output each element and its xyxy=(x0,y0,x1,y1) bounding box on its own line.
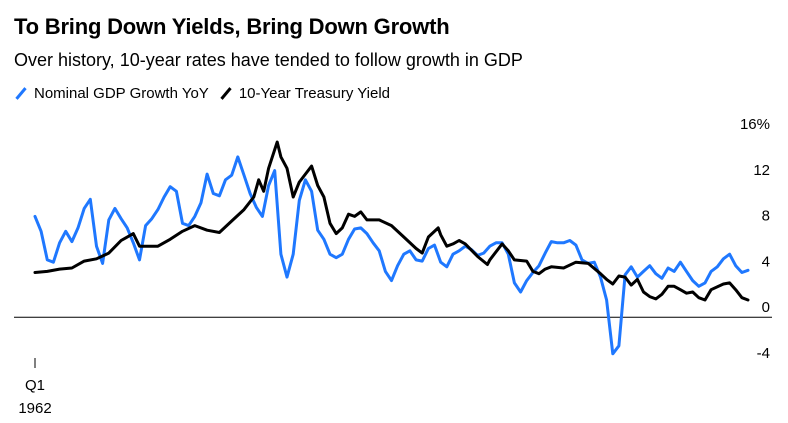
series-line-treasury-yield xyxy=(33,140,750,302)
legend-item-treasury: 10-Year Treasury Yield xyxy=(219,85,390,102)
legend-label-treasury: 10-Year Treasury Yield xyxy=(238,85,391,102)
x-tick-label-year: 1962 xyxy=(18,400,51,417)
y-tick-label: -4 xyxy=(757,345,770,362)
y-tick-label: 16% xyxy=(740,116,770,133)
y-tick-label: 4 xyxy=(762,253,770,270)
legend-item-gdp: Nominal GDP Growth YoY xyxy=(14,85,209,102)
y-tick-label: 8 xyxy=(762,208,770,225)
legend: Nominal GDP Growth YoY 10-Year Treasury … xyxy=(14,85,400,102)
y-tick-label: 0 xyxy=(762,299,770,316)
chart-title: To Bring Down Yields, Bring Down Growth xyxy=(14,14,450,39)
chart-subtitle: Over history, 10-year rates have tended … xyxy=(14,50,523,70)
y-tick-label: 12 xyxy=(753,162,770,179)
x-tick-label-quarter: Q1 xyxy=(25,377,45,394)
legend-label-gdp: Nominal GDP Growth YoY xyxy=(34,85,209,102)
series-line-gdp-growth xyxy=(33,155,750,356)
